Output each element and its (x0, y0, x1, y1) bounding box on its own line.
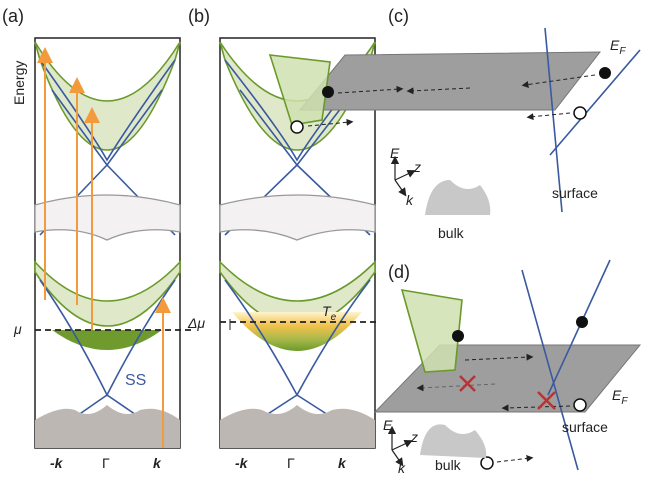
mu: μ (13, 321, 22, 337)
ef-label: EF (612, 387, 628, 407)
bulk-label: bulk (435, 457, 462, 473)
panel-label: (c) (388, 6, 409, 26)
panel-label: (b) (188, 6, 210, 26)
panel-a: (a) Energy μ SS -k Γ k (2, 6, 195, 471)
x-label: k (338, 455, 347, 471)
axis-k: k (398, 460, 406, 473)
x-label: k (153, 455, 162, 471)
figure: (a) Energy μ SS -k Γ k (b) Δμ Te -k Γ k … (0, 0, 646, 473)
x-label: Γ (287, 455, 295, 471)
delta-mu: Δμ (187, 315, 205, 331)
axis-e: E (383, 417, 393, 433)
te-sub: e (331, 312, 337, 323)
bulk-label: bulk (438, 225, 465, 241)
panel-label: (d) (388, 262, 410, 282)
axis-k: k (406, 192, 414, 208)
surface-label: surface (562, 419, 608, 435)
panel-d: (d) EF E z k bulk surface (375, 260, 640, 473)
x-label: -k (50, 455, 64, 471)
x-label: Γ (102, 455, 110, 471)
x-label: -k (235, 455, 249, 471)
axis-z: z (410, 429, 418, 445)
ss-label: SS (125, 372, 146, 389)
ef-sub: F (621, 396, 628, 407)
ef-sub: F (619, 46, 626, 57)
ef-label: EF (610, 37, 626, 57)
surface-label: surface (552, 185, 598, 201)
panel-label: (a) (2, 6, 24, 26)
y-label: Energy (11, 61, 27, 105)
axis-z: z (413, 159, 421, 175)
axis-e: E (390, 145, 400, 161)
